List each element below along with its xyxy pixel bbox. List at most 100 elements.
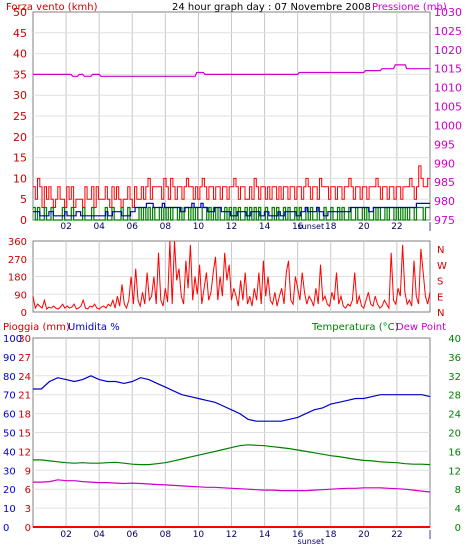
temperature-tick-label: 28 bbox=[448, 391, 461, 402]
wind-direction-line bbox=[32, 240, 431, 310]
pressure-right-ticks: 975 980 985 990 995 1000 1005 1010 1015 1020 1025 1… bbox=[434, 6, 462, 227]
left-tick-label: 25 bbox=[13, 110, 27, 123]
x-tick-label: 22 bbox=[391, 222, 402, 232]
right-tick-label: 1000 bbox=[434, 119, 462, 132]
left-tick-label: 30 bbox=[13, 89, 27, 102]
temperature-tick-label: 8 bbox=[455, 485, 461, 496]
temperature-tick-label: 0 bbox=[455, 523, 461, 534]
x-tick-label: 02 bbox=[60, 222, 71, 232]
pressure-axis-label: Pressione (mb) bbox=[372, 2, 447, 13]
x-tick-label: 08 bbox=[160, 222, 172, 232]
temperature-tick-label: 24 bbox=[448, 410, 461, 421]
rain-tick-label: 21 bbox=[18, 391, 31, 402]
pressure-line bbox=[33, 64, 430, 77]
humidity-tick-label: 30 bbox=[3, 466, 16, 477]
x-tick-label: 06 bbox=[127, 222, 139, 232]
left-tick-label: 45 bbox=[13, 27, 27, 40]
rain-tick-label: 30 bbox=[18, 334, 31, 345]
x-tick-label: 04 bbox=[93, 222, 105, 232]
right-tick-label: 1010 bbox=[434, 82, 462, 95]
left-tick-label: 20 bbox=[13, 131, 27, 144]
right-tick-label: 1015 bbox=[434, 63, 462, 76]
x-tick-label: 14 bbox=[259, 530, 271, 540]
x-tick-label: 10 bbox=[193, 530, 205, 540]
left-tick-label: 35 bbox=[13, 68, 27, 81]
x-tick-label: 08 bbox=[160, 530, 172, 540]
rain-tick-label: 0 bbox=[25, 523, 31, 534]
right-tick-label: 1025 bbox=[434, 25, 462, 38]
x-tick-label: 12 bbox=[226, 222, 237, 232]
right-tick-label: 1030 bbox=[434, 6, 462, 19]
humidity-tick-label: 20 bbox=[3, 485, 16, 496]
humidity-tick-label: 100 bbox=[3, 334, 22, 345]
left-tick-label: 0 bbox=[20, 214, 27, 227]
humidity-tick-label: 70 bbox=[3, 391, 16, 402]
temperature-tick-label: 40 bbox=[448, 334, 461, 345]
rain-tick-label: 9 bbox=[25, 466, 31, 477]
right-tick-label: 985 bbox=[434, 176, 455, 189]
humidity-tick-label: 90 bbox=[3, 353, 16, 364]
x-tick-label: | bbox=[428, 530, 431, 540]
left-tick-label: 15 bbox=[13, 152, 27, 165]
x-tick-label: 14 bbox=[259, 222, 271, 232]
right-tick-label: 975 bbox=[434, 214, 455, 227]
sunset-annotation: sunset bbox=[298, 537, 325, 546]
direction-tick-label: 360 bbox=[8, 237, 27, 248]
humidity-tick-label: 40 bbox=[3, 447, 16, 458]
x-tick-label: 18 bbox=[325, 530, 337, 540]
wind-series bbox=[33, 64, 430, 221]
wind-axis-label: Forza vento (kmh) bbox=[6, 2, 98, 13]
compass-tick-label: W bbox=[437, 261, 447, 272]
x-tick-label: 12 bbox=[226, 530, 237, 540]
temperature-tick-label: 32 bbox=[448, 372, 461, 383]
humidity-tick-label: 10 bbox=[3, 504, 16, 515]
humidity-tick-label: 60 bbox=[3, 410, 16, 421]
compass-tick-label: N bbox=[437, 245, 444, 256]
left-tick-label: 5 bbox=[20, 193, 27, 206]
direction-tick-label: 180 bbox=[8, 273, 27, 284]
left-tick-label: 40 bbox=[13, 48, 27, 61]
x-tick-label: 04 bbox=[93, 530, 105, 540]
rain-tick-label: 15 bbox=[18, 429, 31, 440]
temperature-tick-label: 4 bbox=[455, 504, 461, 515]
humidity-tick-label: 80 bbox=[3, 372, 16, 383]
sunset-annotation: sunset bbox=[298, 222, 325, 231]
direction-series bbox=[32, 240, 431, 310]
dewpoint-line bbox=[33, 479, 431, 493]
right-tick-label: 1020 bbox=[434, 44, 462, 57]
x-tick-label: 02 bbox=[60, 530, 71, 540]
rain-axis-label: Pioggia (mm) bbox=[3, 322, 70, 333]
rain-tick-label: 3 bbox=[25, 504, 31, 515]
dewpoint-axis-label: Dew Point bbox=[396, 322, 446, 333]
temperature-line bbox=[33, 444, 431, 466]
x-tick-label: 22 bbox=[391, 530, 402, 540]
humidity-grid bbox=[33, 338, 430, 527]
x-tick-label: 06 bbox=[127, 530, 139, 540]
temperature-tick-label: 20 bbox=[448, 429, 461, 440]
wind-left-ticks: 0 5 10 15 20 25 30 35 40 45 50 bbox=[13, 6, 27, 227]
x-tick-label: 20 bbox=[358, 530, 370, 540]
humidity-line bbox=[33, 375, 431, 422]
x-tick-label: 10 bbox=[193, 222, 205, 232]
wind-mean-line bbox=[33, 202, 430, 217]
rain-tick-label: 6 bbox=[25, 485, 31, 496]
compass-tick-label: E bbox=[437, 292, 443, 303]
temperature-tick-label: 12 bbox=[448, 466, 461, 477]
left-tick-label: 50 bbox=[13, 6, 27, 19]
direction-left-ticks: 0 90 180 270 360 bbox=[8, 237, 27, 319]
humidity-left-ticks: 0 10 20 30 40 50 60 70 80 90 100 bbox=[3, 334, 22, 534]
direction-tick-label: 0 bbox=[21, 308, 27, 319]
x-tick-label: 20 bbox=[358, 222, 370, 232]
right-tick-label: 990 bbox=[434, 157, 455, 170]
rain-tick-label: 18 bbox=[18, 410, 31, 421]
x-tick-label: 16 bbox=[292, 222, 304, 232]
right-tick-label: 980 bbox=[434, 195, 455, 208]
direction-tick-label: 270 bbox=[8, 255, 27, 266]
rain-tick-label: 24 bbox=[18, 372, 31, 383]
temperature-axis-label: Temperatura (°C) bbox=[311, 322, 399, 333]
humidity-series bbox=[33, 375, 431, 528]
temperature-tick-label: 16 bbox=[448, 447, 461, 458]
